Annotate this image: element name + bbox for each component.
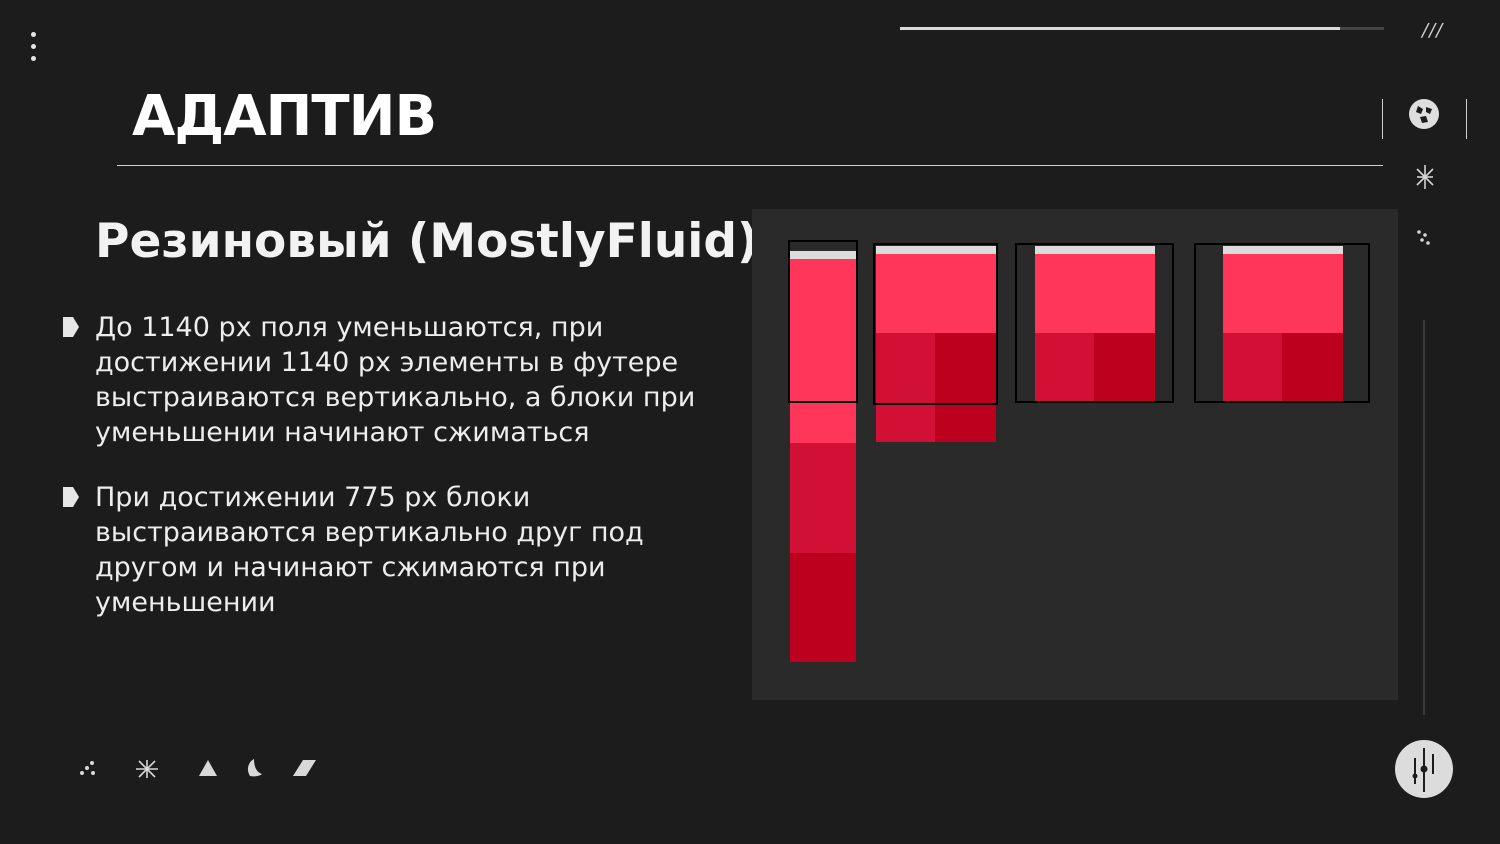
dots-icon — [1416, 228, 1434, 253]
bullet-text-1: До 1140 px поля уменьшаются, при достиже… — [95, 312, 696, 448]
wide-layout-mock — [1194, 243, 1370, 403]
leaf-icon — [244, 756, 266, 786]
divider-right — [1466, 99, 1467, 139]
kebab-menu-icon[interactable] — [30, 32, 38, 62]
parallelogram-icon — [292, 756, 318, 786]
divider-left — [1382, 99, 1383, 139]
globe-icon[interactable] — [1409, 99, 1439, 129]
mobile-layout-mock — [788, 240, 858, 662]
dial-icon[interactable] — [1395, 740, 1453, 798]
tablet-layout-mock — [873, 243, 998, 442]
asterisk-icon — [1414, 163, 1436, 197]
vertical-scroll-track — [1423, 320, 1425, 715]
slashes-decoration: /// — [1422, 20, 1444, 41]
slide-title: АДАПТИВ — [132, 84, 437, 149]
slide-progress-fill — [900, 27, 1341, 30]
layout-illustration — [788, 240, 1370, 662]
slide-subtitle: Резиновый (MostlyFluid) — [95, 214, 759, 269]
bullet-arrow-icon — [63, 317, 79, 337]
layout-illustration-panel — [752, 209, 1398, 700]
bullet-arrow-icon — [63, 487, 79, 507]
desktop-layout-mock — [1015, 243, 1174, 403]
asterisk-icon — [134, 756, 160, 788]
dots-icon — [78, 756, 100, 784]
title-divider — [117, 165, 1383, 166]
bullet-text-2: При достижении 775 px блоки выстраиваютс… — [95, 482, 644, 618]
triangle-icon — [196, 756, 220, 786]
slide-progress-bar — [900, 27, 1384, 30]
